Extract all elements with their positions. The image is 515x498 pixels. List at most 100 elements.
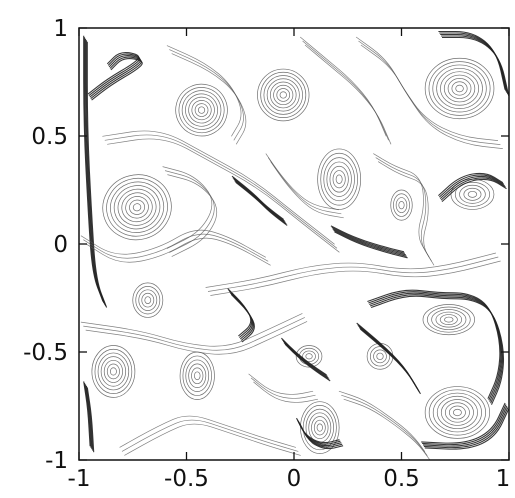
- vortex-4-ring-8: [106, 178, 168, 237]
- y-tick-label-1: -1: [45, 448, 68, 474]
- filament-15-line-1: [166, 45, 242, 137]
- filament-8-line-4: [423, 407, 509, 449]
- filament-6-line-5: [370, 295, 505, 405]
- vortex-3-ring-8: [428, 61, 491, 116]
- x-tick-label-2: -0.5: [164, 466, 209, 492]
- vortex-2-ring-1: [279, 91, 287, 99]
- vortex-10-ring-5: [182, 355, 212, 396]
- vortex-2-ring-4: [270, 81, 297, 109]
- vortex-9-ring-6: [94, 348, 133, 395]
- filament-23-line-2: [164, 170, 215, 253]
- vortex-10-ring-6: [179, 351, 215, 400]
- vortex-6-ring-2: [395, 197, 408, 214]
- filament-17-line-2: [83, 233, 269, 262]
- filament-10-line-5: [284, 343, 331, 382]
- vortex-1-ring-2: [194, 103, 209, 117]
- vortex-12-ring-2: [448, 405, 466, 420]
- vortex-1-ring-8: [175, 83, 228, 137]
- vortex-15-ring-2: [373, 349, 387, 364]
- vortex-13-ring-2: [313, 419, 326, 436]
- vortex-7-ring-2: [463, 187, 482, 201]
- x-tick-label-3: 0: [287, 466, 302, 492]
- y-tick-label-2: -0.5: [23, 340, 68, 366]
- filament-7-line-4: [359, 327, 421, 393]
- vortex-5-ring-3: [329, 165, 349, 193]
- vortex-13-ring-7: [300, 401, 340, 454]
- vortex-11-ring-3: [435, 311, 463, 328]
- filament-5-line-4: [440, 177, 506, 201]
- filament-10: [281, 337, 331, 382]
- vortex-12: [424, 386, 490, 439]
- filament-5-line-1: [438, 172, 504, 197]
- vortex-6: [390, 189, 413, 221]
- vortex-4-ring-6: [113, 185, 161, 230]
- filament-20: [119, 415, 301, 456]
- filament-19-line-2: [83, 317, 305, 351]
- vortex-3-ring-4: [443, 74, 476, 103]
- vortex-4-ring-4: [121, 192, 153, 223]
- vortex-13-ring-3: [311, 416, 329, 440]
- vortex-13-ring-1: [316, 423, 323, 432]
- vortex-9-ring-3: [103, 359, 123, 383]
- vortex-2-ring-7: [260, 71, 307, 118]
- filament-22-line-2: [375, 157, 432, 262]
- filament-12-line-4: [333, 229, 407, 257]
- filament-21-line-2: [358, 40, 501, 145]
- vortex-14-ring-2: [302, 350, 316, 363]
- vortex-15-ring-1: [376, 352, 384, 360]
- filament-13-line-5: [230, 294, 255, 343]
- vortex-4: [102, 174, 172, 241]
- filament-23-line-1: [162, 166, 213, 249]
- vortex-6-ring-3: [393, 193, 410, 217]
- filament-22-line-1: [373, 153, 430, 258]
- filament-24-line-2: [341, 394, 428, 456]
- vortex-8-ring-5: [132, 282, 164, 318]
- filament-2-line-3: [89, 54, 141, 98]
- vortex-4-ring-5: [117, 188, 157, 226]
- filament-6: [367, 289, 505, 405]
- vortex-10: [179, 351, 215, 400]
- filament-2-line-4: [90, 56, 142, 100]
- filament-4-line-3: [440, 33, 508, 93]
- filament-26-line-3: [253, 381, 318, 403]
- vortex-7-ring-4: [454, 181, 491, 207]
- filament-13: [227, 288, 255, 343]
- vortex-12-ring-1: [453, 408, 462, 417]
- vortex-3-ring-7: [432, 64, 487, 113]
- filament-3-line-1: [83, 381, 91, 447]
- filament-18: [205, 252, 501, 296]
- vortex-5-ring-1: [335, 174, 343, 184]
- filament-5-line-2: [438, 174, 505, 198]
- plot-frame: [78, 27, 510, 461]
- filament-19-line-1: [80, 313, 303, 347]
- filament-4-line-2: [439, 32, 507, 92]
- vortex-14-ring-1: [305, 353, 313, 360]
- vortex-5: [317, 148, 361, 210]
- contour-lines: [80, 30, 509, 460]
- vortex-9-ring-7: [91, 345, 136, 398]
- vortex-11-ring-1: [444, 316, 454, 323]
- filament-25-line-1: [265, 153, 339, 211]
- filament-26-line-1: [248, 373, 314, 395]
- vortex-6-ring-4: [390, 189, 413, 221]
- y-tick-label-5: 1: [53, 16, 68, 42]
- vortex-2-ring-3: [273, 84, 294, 106]
- vortex-6-ring-1: [398, 200, 405, 210]
- vortex-9-ring-5: [97, 352, 130, 391]
- filament-21: [355, 36, 503, 149]
- filament-16-line-3: [304, 44, 392, 145]
- filament-1-line-3: [84, 38, 106, 305]
- vortex-11-ring-4: [431, 309, 467, 331]
- filament-6-line-3: [369, 292, 503, 402]
- vortex-3-ring-5: [440, 71, 480, 106]
- vortex-12-ring-6: [432, 392, 482, 433]
- filament-11: [296, 417, 344, 450]
- y-tick-label-4: 0.5: [31, 124, 68, 150]
- filament-8-line-2: [422, 404, 507, 446]
- filament-14-line-2: [104, 134, 338, 249]
- filament-2-line-2: [88, 53, 141, 97]
- filament-16: [299, 36, 392, 145]
- filament-7-line-5: [359, 328, 421, 395]
- filament-20-line-3: [124, 423, 301, 456]
